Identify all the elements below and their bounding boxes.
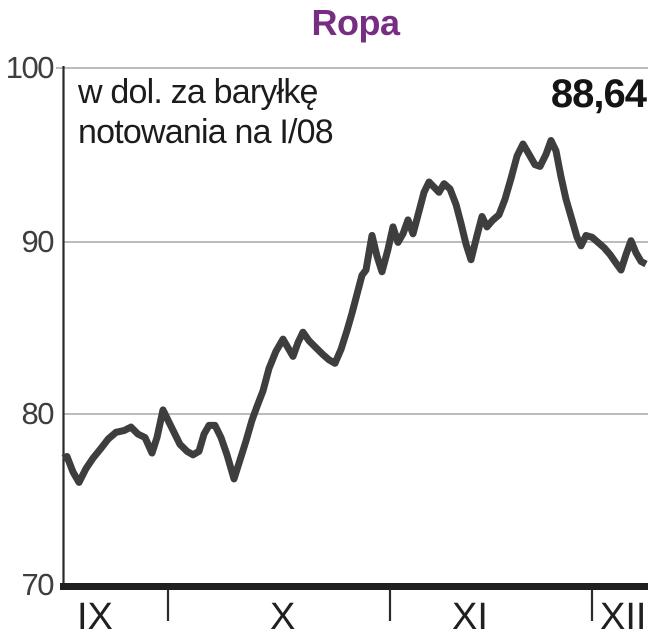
y-tick-label-70: 70 <box>21 567 55 602</box>
x-tick-label-xii: XII <box>600 596 647 638</box>
price-line-series <box>61 137 648 486</box>
y-tick-label-90: 90 <box>21 224 55 259</box>
current-value-label: 88,64 <box>550 72 647 116</box>
annotation-line-1: w dol. za baryłkę <box>78 73 318 111</box>
x-tick-label-x: X <box>270 596 296 638</box>
y-tick-label-100: 100 <box>5 50 55 85</box>
x-tick-label-ix: IX <box>77 596 113 638</box>
annotation-line-2: notowania na I/08 <box>78 113 334 151</box>
chart-annotation: w dol. za baryłkę notowania na I/08 <box>78 72 334 152</box>
x-tick-label-xi: XI <box>452 596 488 638</box>
chart-title: Ropa <box>311 2 401 43</box>
y-tick-label-80: 80 <box>21 396 55 431</box>
